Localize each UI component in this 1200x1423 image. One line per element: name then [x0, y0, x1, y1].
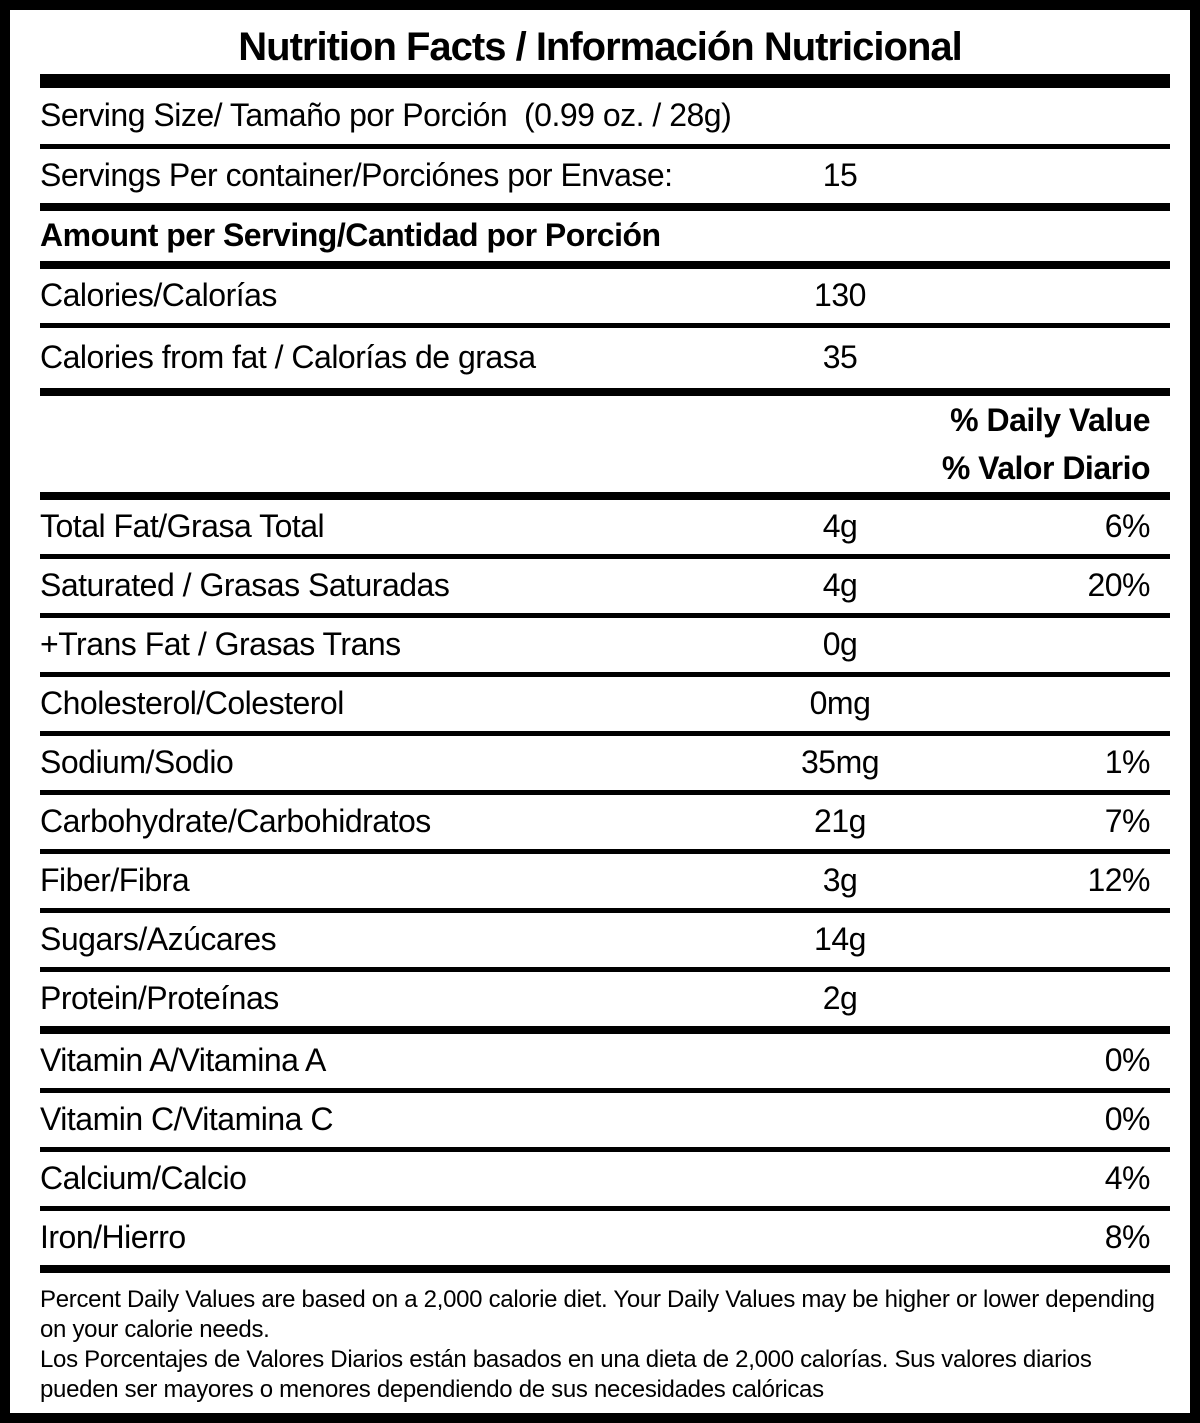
- nutrient-row-cholesterol: Cholesterol/Colesterol 0mg: [40, 677, 1170, 731]
- footnotes: Percent Daily Values are based on a 2,00…: [40, 1285, 1170, 1405]
- nutrient-amount: 3g: [822, 862, 858, 899]
- divider: [40, 908, 1170, 913]
- nutrient-label: Cholesterol/Colesterol: [40, 685, 344, 722]
- nutrient-dv: 20%: [1087, 567, 1150, 604]
- servings-per-container-value: 15: [822, 157, 858, 194]
- calories-from-fat-label: Calories from fat / Calorías de grasa: [40, 339, 536, 376]
- nutrient-label: Carbohydrate/Carbohidratos: [40, 803, 431, 840]
- micronutrient-dv: 0%: [1104, 1101, 1151, 1138]
- calories-from-fat-value: 35: [822, 339, 858, 376]
- divider: [40, 203, 1170, 211]
- label-title: Nutrition Facts / Información Nutriciona…: [238, 25, 963, 69]
- nutrient-label: Total Fat/Grasa Total: [40, 508, 325, 545]
- nutrient-dv: 7%: [1104, 803, 1151, 840]
- divider: [40, 849, 1170, 854]
- serving-size-row: Serving Size/ Tamaño por Porción (0.99 o…: [40, 88, 1170, 144]
- nutrient-row-sugars: Sugars/Azúcares 14g: [40, 913, 1170, 967]
- micronutrient-dv: 0%: [1104, 1042, 1151, 1079]
- divider: [40, 1088, 1170, 1093]
- divider: [40, 672, 1170, 677]
- micronutrient-row-vitamin-c: Vitamin C/Vitamina C 0%: [40, 1093, 1170, 1147]
- nutrient-row-sodium: Sodium/Sodio 35mg 1%: [40, 736, 1170, 790]
- nutrient-dv: 6%: [1104, 508, 1151, 545]
- micronutrient-dv: 8%: [1104, 1219, 1151, 1256]
- micronutrient-label: Vitamin A/Vitamina A: [40, 1042, 326, 1079]
- nutrient-amount: 0mg: [809, 685, 871, 722]
- divider: [40, 261, 1170, 269]
- nutrient-amount: 0g: [822, 626, 858, 663]
- divider: [40, 1147, 1170, 1152]
- calories-row: Calories/Calorías 130: [40, 269, 1170, 323]
- micronutrient-label: Iron/Hierro: [40, 1219, 186, 1256]
- nutrient-label: Fiber/Fibra: [40, 862, 190, 899]
- nutrient-row-carbohydrate: Carbohydrate/Carbohidratos 21g 7%: [40, 795, 1170, 849]
- nutrient-label: Sodium/Sodio: [40, 744, 234, 781]
- footnote-english: Percent Daily Values are based on a 2,00…: [40, 1286, 1155, 1343]
- title-divider-bar: [40, 74, 1170, 88]
- divider: [40, 613, 1170, 618]
- nutrient-amount: 4g: [822, 508, 858, 545]
- micronutrient-row-calcium: Calcium/Calcio 4%: [40, 1152, 1170, 1206]
- divider: [40, 554, 1170, 559]
- amount-per-serving-header-row: Amount per Serving/Cantidad por Porción: [40, 211, 1170, 261]
- nutrient-amount: 14g: [814, 921, 866, 958]
- nutrient-dv: 1%: [1104, 744, 1151, 781]
- divider: [40, 790, 1170, 795]
- nutrient-label: Saturated / Grasas Saturadas: [40, 567, 450, 604]
- nutrient-amount: 21g: [814, 803, 866, 840]
- label-body: Serving Size/ Tamaño por Porción (0.99 o…: [30, 74, 1170, 1405]
- divider: [40, 1206, 1170, 1211]
- divider: [40, 323, 1170, 328]
- daily-value-header-en: % Daily Value: [950, 401, 1150, 438]
- nutrient-amount: 4g: [822, 567, 858, 604]
- nutrient-row-total-fat: Total Fat/Grasa Total 4g 6%: [40, 500, 1170, 554]
- nutrient-row-saturated-fat: Saturated / Grasas Saturadas 4g 20%: [40, 559, 1170, 613]
- nutrient-row-protein: Protein/Proteínas 2g: [40, 972, 1170, 1026]
- calories-from-fat-row: Calories from fat / Calorías de grasa 35: [40, 328, 1170, 388]
- divider: [40, 144, 1170, 149]
- nutrient-label: +Trans Fat / Grasas Trans: [40, 626, 401, 663]
- micronutrient-label: Vitamin C/Vitamina C: [40, 1101, 333, 1138]
- divider: [40, 1265, 1170, 1273]
- nutrient-label: Sugars/Azúcares: [40, 921, 277, 958]
- nutrient-label: Protein/Proteínas: [40, 980, 279, 1017]
- calories-label: Calories/Calorías: [40, 277, 277, 314]
- nutrient-amount: 2g: [822, 980, 858, 1017]
- nutrient-row-trans-fat: +Trans Fat / Grasas Trans 0g: [40, 618, 1170, 672]
- micronutrient-dv: 4%: [1104, 1160, 1151, 1197]
- divider: [40, 731, 1170, 736]
- micronutrient-label: Calcium/Calcio: [40, 1160, 247, 1197]
- nutrient-row-fiber: Fiber/Fibra 3g 12%: [40, 854, 1170, 908]
- divider: [40, 388, 1170, 396]
- servings-per-container-label: Servings Per container/Porciónes por Env…: [40, 157, 673, 194]
- nutrient-amount: 35mg: [800, 744, 880, 781]
- divider: [40, 967, 1170, 972]
- micronutrient-row-vitamin-a: Vitamin A/Vitamina A 0%: [40, 1034, 1170, 1088]
- footnote-spanish: Los Porcentajes de Valores Diarios están…: [40, 1346, 1092, 1403]
- daily-value-header-es: % Valor Diario: [941, 449, 1151, 486]
- nutrient-dv: 12%: [1087, 862, 1150, 899]
- divider: [40, 1026, 1170, 1034]
- micronutrient-row-iron: Iron/Hierro 8%: [40, 1211, 1170, 1265]
- serving-size-text: Serving Size/ Tamaño por Porción (0.99 o…: [40, 97, 732, 134]
- calories-value: 130: [814, 277, 866, 314]
- amount-per-serving-header: Amount per Serving/Cantidad por Porción: [40, 217, 661, 254]
- divider: [40, 492, 1170, 500]
- servings-per-container-row: Servings Per container/Porciónes por Env…: [40, 149, 1170, 203]
